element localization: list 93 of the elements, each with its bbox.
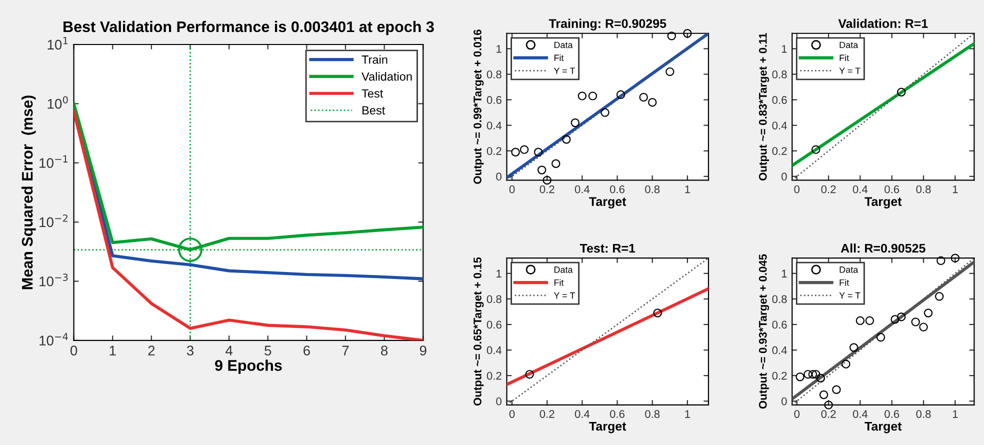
y-tick-label: 0.8 [772,70,787,78]
y-tick-label: 0 [782,172,787,181]
x-axis-title: Target [864,197,902,208]
y-axis-title: Output ~= 0.83*Target + 0.11 [758,32,770,180]
x-tick-label: 2 [148,346,155,356]
legend-label: Data [840,266,858,273]
legend-label: Fit [840,279,850,286]
x-tick-label: 0 [794,185,800,194]
x-tick-label: 0.8 [645,410,660,418]
x-tick-label: 0 [509,185,515,194]
chart-title: All: R=0.90525 [840,243,926,253]
y-tick-label: 0.4 [772,122,787,130]
legend-label: Data [554,42,573,48]
x-tick-label: 0 [70,346,78,356]
x-axis-title: Target [864,422,902,434]
x-tick-label: 0.6 [610,410,625,418]
y-tick-label: 10$^{0}$ [48,96,68,109]
y-tick-label: 1 [782,45,787,53]
chart-title: Test: R=1 [580,244,636,253]
x-tick-label: 0.4 [574,410,590,418]
legend-label: Y = T [554,68,576,74]
y-tick-label: 0.8 [486,70,502,78]
y-tick-label: 10$^{−4}$ [40,332,68,346]
y-tick-label: 0.6 [486,320,502,329]
x-tick-label: 0.4 [852,410,868,418]
x-tick-label: 0.2 [821,185,836,194]
legend-label: Fit [840,54,850,62]
x-tick-label: 3 [186,346,194,356]
x-tick-label: 0.2 [540,185,554,194]
x-tick-label: 0.6 [610,185,625,194]
y-tick-label: 10$^{−1}$ [40,155,68,168]
legend-label: Data [554,266,573,273]
y-tick-label: 0 [496,397,502,406]
y-tick-label: 0.2 [486,372,502,380]
y-tick-label: 0 [782,397,787,406]
y-tick-label: 0.2 [772,147,787,155]
x-tick-label: 7 [342,346,349,356]
x-tick-label: 0.4 [852,185,868,194]
y-tick-label: 0.6 [486,96,502,104]
x-tick-label: 1 [685,185,690,194]
y-tick-label: 10$^{−3}$ [40,274,68,286]
x-tick-label: 1 [952,410,958,418]
y-tick-label: 10$^{−2}$ [40,214,68,228]
x-axis-title: Target [589,197,626,208]
y-tick-label: 0.2 [772,372,787,380]
legend-label: Y = T [839,292,860,299]
legend-label: Validation [362,72,412,81]
legend-label: Y = T [554,292,576,299]
y-axis-title: Mean Squared Error (mse) [22,96,36,290]
y-tick-label: 1 [782,270,787,278]
x-tick-label: 0.2 [821,410,836,418]
y-axis-title: Output ~= 0.99*Target + 0.016 [474,30,484,184]
x-axis-title: Target [589,422,626,434]
x-tick-label: 0.4 [574,185,590,194]
legend-label: Fit [554,279,564,286]
y-tick-label: 0.6 [772,96,787,104]
y-tick-label: 0.8 [486,295,502,304]
legend-label: Data [840,42,858,48]
y-axis-title: Output ~= 0.93*Target + 0.045 [758,254,770,409]
x-tick-label: 0.8 [916,185,931,194]
y-tick-label: 10$^{1}$ [48,37,68,50]
legend-label: Test [362,89,384,98]
x-tick-label: 0.6 [884,410,900,418]
chart-title: Best Validation Performance is 0.003401 at epoch 3 [64,20,434,36]
y-tick-label: 1 [496,45,502,53]
y-tick-label: 0.6 [772,320,787,329]
x-tick-label: 4 [226,346,233,356]
x-tick-label: 0.8 [916,410,931,418]
legend-label: Y = T [839,68,860,74]
x-axis-title: 9 Epochs [215,360,282,374]
y-tick-label: 0.2 [486,147,502,155]
x-tick-label: 0.2 [540,410,554,418]
chart-title: Validation: R=1 [838,18,928,28]
y-tick-label: 0.8 [772,295,787,304]
legend-label: Train [362,55,388,64]
chart-title: Training: R=0.90295 [548,18,666,30]
legend-label: Best [362,106,386,115]
x-tick-label: 1 [110,346,116,356]
x-tick-label: 0.8 [645,185,660,194]
x-tick-label: 1 [952,185,958,194]
x-tick-label: 0 [509,410,515,418]
x-tick-label: 1 [685,410,690,418]
y-axis-title: Output ~= 0.65*Target + 0.15 [474,257,484,406]
y-tick-label: 0.4 [486,122,502,130]
x-tick-label: 6 [304,346,310,356]
x-tick-label: 0.6 [884,185,900,194]
y-tick-label: 0 [496,172,502,181]
x-tick-label: 9 [420,346,426,356]
x-tick-label: 0 [794,410,800,418]
legend-label: Fit [554,54,564,62]
y-tick-label: 1 [496,270,502,278]
x-tick-label: 5 [264,346,272,356]
x-tick-label: 8 [381,346,388,356]
